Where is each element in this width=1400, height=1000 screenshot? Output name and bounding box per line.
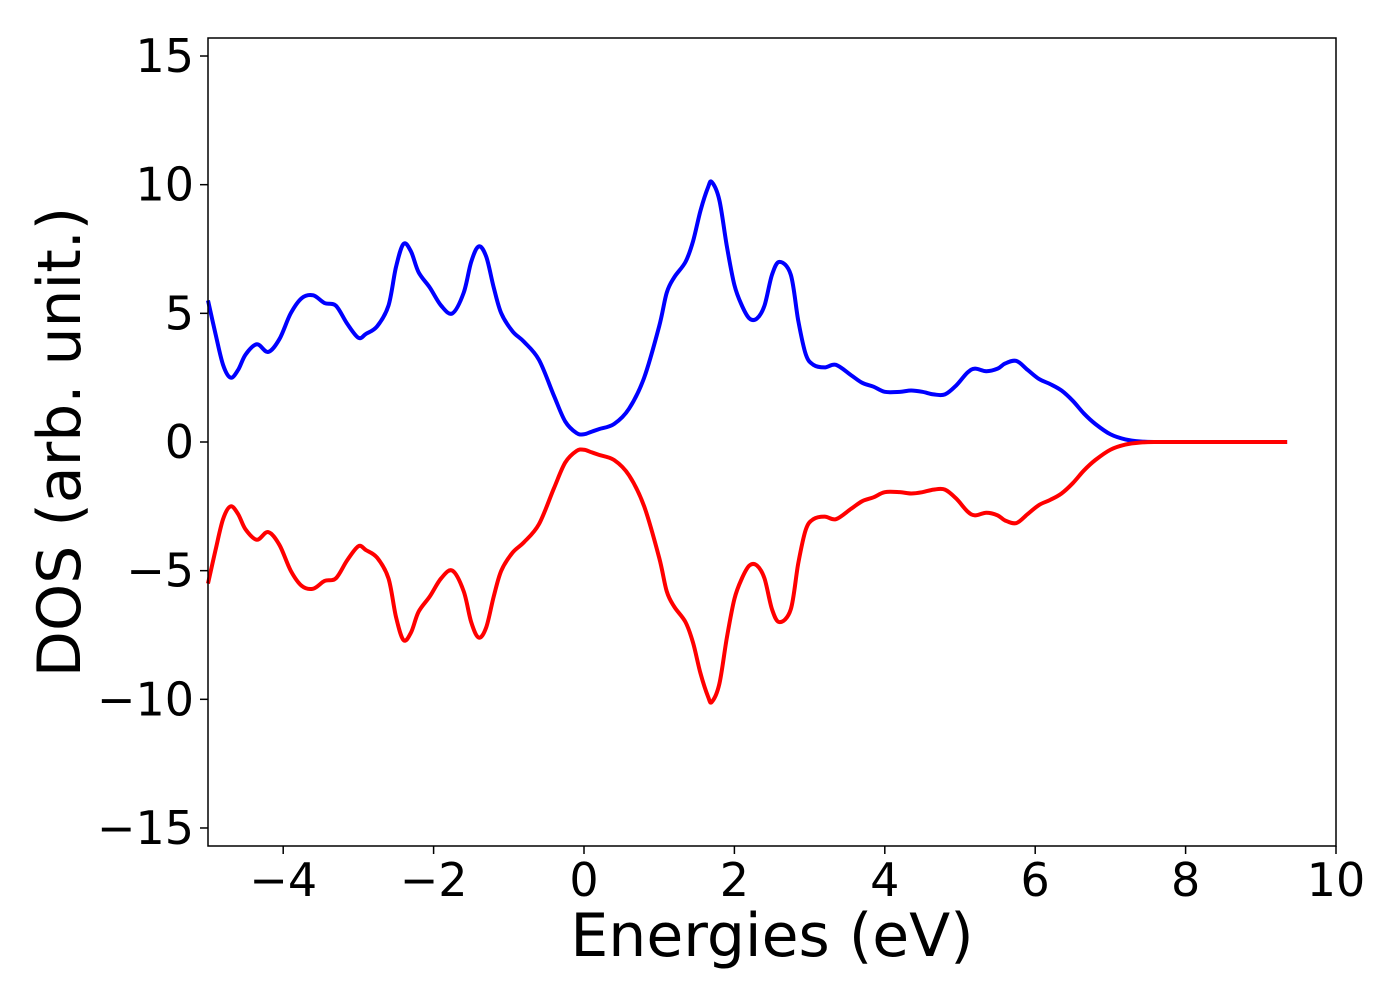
y-tick-label: 5	[165, 286, 194, 340]
y-tick-label: 10	[135, 158, 194, 212]
series-layer	[206, 179, 1288, 705]
x-axis: −4 −2 0 2 4 6 8 10	[249, 846, 1365, 907]
series-line-2	[206, 439, 1288, 705]
x-axis-title: Energies (eV)	[570, 901, 973, 971]
y-axis: 15 10 5 0 −5 −10 −15	[97, 29, 208, 855]
y-axis-title: DOS (arb. unit.)	[25, 207, 95, 677]
x-tick-label: 8	[1171, 853, 1200, 907]
x-tick-label: 0	[569, 853, 598, 907]
x-tick-label: −4	[249, 853, 317, 907]
y-tick-label: −15	[97, 801, 194, 855]
y-tick-label: −5	[126, 544, 194, 598]
x-tick-label: 4	[870, 853, 899, 907]
x-tick-label: 2	[720, 853, 749, 907]
series-line-1	[206, 179, 1288, 445]
y-tick-label: 15	[135, 29, 194, 83]
y-tick-label: 0	[165, 415, 194, 469]
x-tick-label: −2	[400, 853, 468, 907]
y-tick-label: −10	[97, 672, 194, 726]
x-tick-label: 10	[1307, 853, 1366, 907]
x-tick-label: 6	[1021, 853, 1050, 907]
